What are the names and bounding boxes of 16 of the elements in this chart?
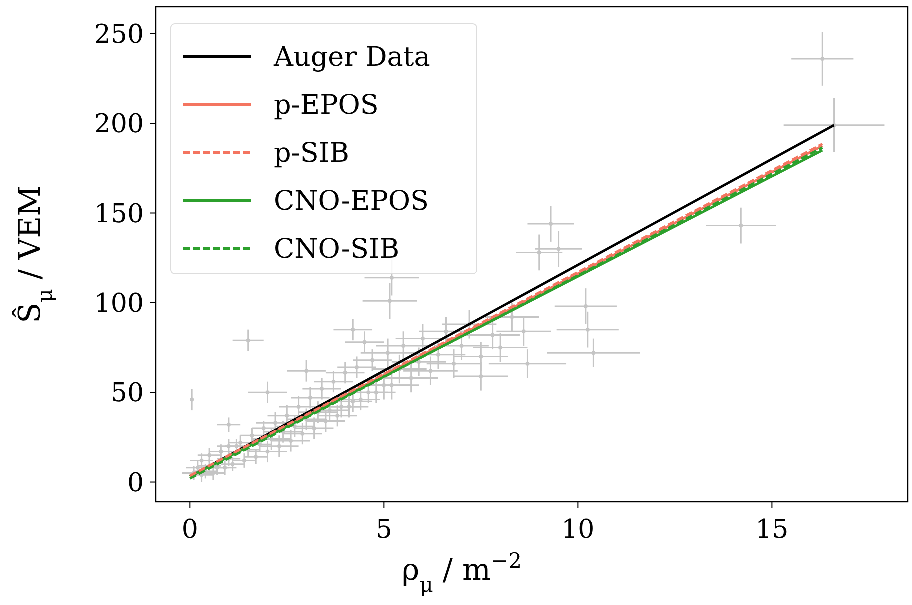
legend-label: CNO-SIB xyxy=(274,234,400,265)
x-tick-label: 0 xyxy=(182,515,198,545)
legend-label: CNO-EPOS xyxy=(274,186,430,217)
x-tick-label: 10 xyxy=(562,515,595,545)
y-tick-label: 200 xyxy=(94,110,144,140)
x-tick-label: 5 xyxy=(376,515,392,545)
legend-label: p-EPOS xyxy=(274,90,379,121)
y-tick-label: 100 xyxy=(94,288,144,319)
y-tick-label: 250 xyxy=(94,20,144,50)
legend-label: p-SIB xyxy=(274,138,350,169)
legend-label: Auger Data xyxy=(273,42,430,73)
y-tick-label: 150 xyxy=(94,199,144,230)
y-tick-label: 0 xyxy=(127,468,144,498)
y-tick-label: 50 xyxy=(110,378,144,409)
x-tick-label: 15 xyxy=(756,515,789,545)
x-axis-title: ρ$_{μ}$ / m$^{−2}$ xyxy=(402,549,522,597)
